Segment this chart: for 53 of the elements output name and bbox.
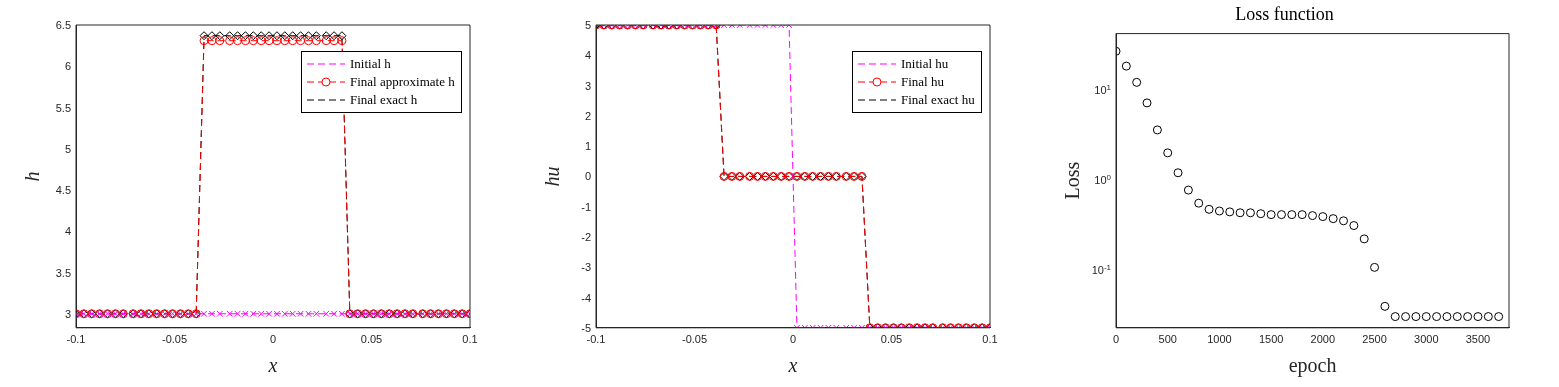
y-tick-label: 10$^{-1}$ (1091, 262, 1111, 276)
x-axis-title: x (787, 354, 798, 377)
legend-label: Final exact hu (901, 92, 975, 108)
y-tick-label: 2 (584, 109, 591, 122)
legend-label: Final hu (901, 74, 944, 90)
x-tick-label: -0.1 (586, 333, 606, 346)
legend-label: Final exact h (350, 92, 418, 108)
y-tick-label: 3 (584, 79, 591, 92)
x-tick-label: 0.1 (462, 333, 478, 346)
x-tick-label: 0.1 (982, 333, 998, 346)
x-tick-label: 0 (269, 333, 277, 346)
y-tick-label: 3 (64, 307, 71, 320)
y-tick-label: 4.5 (55, 183, 71, 196)
legend-label: Initial h (350, 56, 391, 72)
x-tick-label: -0.1 (66, 333, 86, 346)
y-tick-label: -3 (581, 260, 591, 273)
y-axis-title: h (21, 171, 44, 182)
y-tick-label: -2 (581, 230, 591, 243)
chart-title: Loss function (1235, 3, 1334, 24)
x-tick-label: 1500 (1258, 333, 1284, 346)
x-tick-label: 0.05 (360, 333, 383, 346)
x-tick-label: 500 (1158, 333, 1177, 346)
legend-label: Initial hu (901, 56, 949, 72)
x-axis-title: x (267, 354, 278, 377)
x-tick-label: 1000 (1207, 333, 1232, 346)
y-tick-label: -5 (581, 321, 591, 334)
x-tick-label: 0 (1112, 333, 1120, 346)
y-axis-title: Loss (1061, 161, 1084, 200)
y-tick-label: 3.5 (55, 266, 71, 279)
y-tick-label: 4 (64, 224, 71, 237)
y-tick-label: 1 (584, 139, 591, 152)
y-tick-label: 5.5 (55, 101, 71, 113)
y-tick-label: 10$^{0}$ (1094, 172, 1111, 186)
y-tick-label: -1 (581, 200, 591, 213)
x-tick-label: 0.05 (880, 333, 903, 346)
y-tick-label: 4 (584, 48, 591, 61)
y-tick-label: 6 (64, 59, 71, 72)
y-tick-label: -4 (581, 291, 591, 304)
y-tick-label: 0 (584, 169, 591, 182)
legend-label: Final approximate h (350, 74, 455, 90)
y-tick-label: 10$^{1}$ (1094, 83, 1111, 97)
x-tick-label: 2500 (1362, 333, 1387, 346)
x-tick-label: -0.05 (681, 333, 708, 346)
x-tick-label: 2000 (1310, 333, 1336, 346)
y-axis-title: hu (541, 166, 564, 187)
y-tick-label: 5 (64, 142, 71, 155)
x-tick-label: 3000 (1414, 333, 1439, 346)
x-tick-label: 3500 (1465, 333, 1491, 346)
y-tick-label: 6.5 (55, 18, 71, 31)
y-tick-label: 5 (584, 18, 591, 31)
x-axis-title: epoch (1288, 354, 1337, 378)
x-tick-label: -0.05 (161, 333, 188, 346)
x-tick-label: 0 (789, 333, 797, 346)
